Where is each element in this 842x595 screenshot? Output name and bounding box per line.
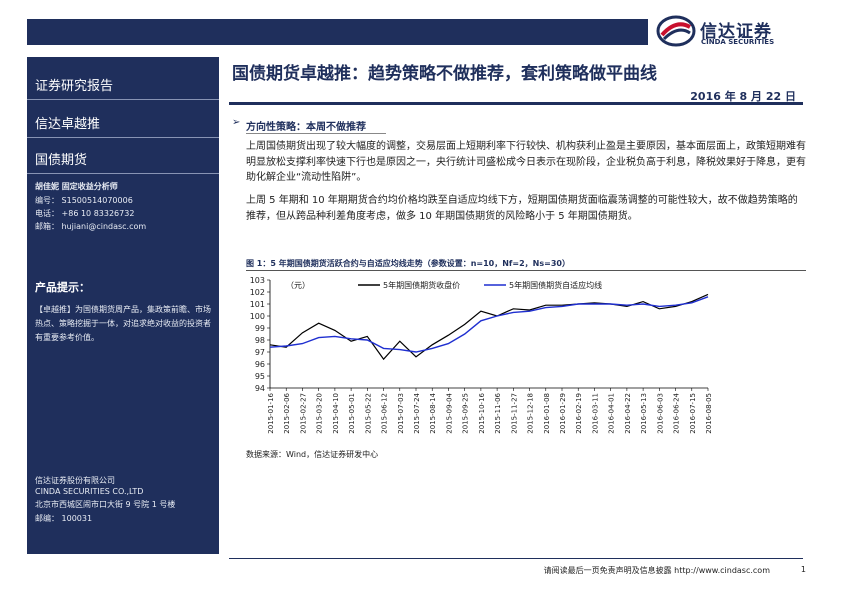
header-bar xyxy=(27,19,648,45)
x-tick-label: 2015-09-25 xyxy=(462,393,470,434)
x-tick-label: 2016-08-05 xyxy=(705,393,713,434)
x-tick-label: 2015-07-24 xyxy=(413,392,421,433)
analyst-email[interactable]: 邮箱： hujiani@cindasc.com xyxy=(35,222,147,231)
section-title: 方向性策略：本周不做推荐 xyxy=(246,122,366,133)
x-tick-label: 2016-01-29 xyxy=(559,393,567,434)
paragraph-1: 上周国债期货出现了较大幅度的调整，交易层面上短期利率下行较快、机构获利止盈是主要… xyxy=(246,141,806,183)
sidebar-divider xyxy=(27,173,219,174)
company-address: 北京市西城区闹市口大街 9 号院 1 号楼 xyxy=(35,500,176,509)
x-tick-label: 2016-04-22 xyxy=(624,393,632,434)
x-tick-label: 2015-08-14 xyxy=(429,392,437,433)
x-tick-label: 2015-11-06 xyxy=(494,392,502,433)
x-tick-label: 2016-06-24 xyxy=(673,392,681,433)
y-tick-label: 94 xyxy=(255,384,265,393)
section-underline xyxy=(246,133,386,134)
section-arrow-icon: ➢ xyxy=(232,117,241,128)
y-tick-label: 100 xyxy=(250,312,265,321)
page-number: 1 xyxy=(800,565,806,574)
y-tick-label: 96 xyxy=(255,360,265,369)
analyst-reg-no: 编号： S1500514070006 xyxy=(35,196,133,205)
sidebar-divider xyxy=(27,137,219,138)
sidebar: 证券研究报告 信达卓越推 国债期货 胡佳妮 固定收益分析师 编号： S15005… xyxy=(27,57,219,554)
analyst-name: 胡佳妮 固定收益分析师 xyxy=(35,182,118,191)
x-tick-label: 2015-12-18 xyxy=(527,393,535,434)
y-tick-label: 101 xyxy=(250,300,265,309)
x-tick-label: 2015-10-16 xyxy=(478,392,486,433)
legend-label-2: 5年期国债期货自适应均线 xyxy=(509,280,602,290)
product-tip-text: 【卓越推】为国债期货周产品，集政策前瞻、市场热点、策略挖掘于一体，对追求绝对收益… xyxy=(35,305,211,342)
x-tick-label: 2016-07-15 xyxy=(689,393,697,434)
x-tick-label: 2015-02-27 xyxy=(299,393,307,434)
company-logo: 信达证券 CINDA SECURITIES xyxy=(656,13,816,49)
y-axis-label: （元） xyxy=(286,281,310,290)
paragraph-2: 上周 5 年期和 10 年期期货合约均价格均跌至自适应均线下方，短期国债期货面临… xyxy=(246,195,798,222)
legend-label-1: 5年期国债期货收盘价 xyxy=(383,280,460,290)
x-tick-label: 2016-03-11 xyxy=(591,393,599,434)
y-tick-label: 97 xyxy=(255,348,265,357)
futures-price-chart: 94 95 96 97 98 99 100 101 102 103 （元） 2015-01-16 201… xyxy=(250,276,713,434)
title-rule xyxy=(229,102,803,105)
x-tick-label: 2016-01-08 xyxy=(543,393,551,434)
figure-rule xyxy=(246,270,806,271)
x-tick-label: 2015-07-03 xyxy=(397,393,405,434)
product-tip-title: 产品提示： xyxy=(35,281,90,294)
report-type: 证券研究报告 xyxy=(35,79,114,94)
series-line-2 xyxy=(269,296,709,353)
y-tick-label: 98 xyxy=(255,336,265,345)
company-name-cn: 信达证券股份有限公司 xyxy=(35,476,115,485)
figure-title: 图 1：5 年期国债期货活跃合约与自适应均线走势（参数设置：n=10，Nf=2，… xyxy=(246,259,570,268)
x-tick-label: 2016-02-19 xyxy=(575,393,583,434)
footer-rule xyxy=(229,558,803,559)
y-tick-label: 102 xyxy=(250,288,265,297)
y-tick-label: 99 xyxy=(255,324,265,333)
x-tick-label: 2015-04-10 xyxy=(332,393,340,434)
x-tick-label: 2016-05-13 xyxy=(640,393,648,434)
company-name-en: CINDA SECURITIES CO.,LTD xyxy=(35,487,144,496)
x-tick-label: 2015-09-04 xyxy=(445,392,453,433)
x-tick-label: 2015-01-16 xyxy=(267,392,275,433)
report-series: 信达卓越推 xyxy=(35,117,101,132)
x-tick-label: 2015-05-22 xyxy=(364,393,372,434)
y-tick-label: 103 xyxy=(250,276,265,285)
report-title: 国债期货卓越推：趋势策略不做推荐，套利策略做平曲线 xyxy=(232,64,657,84)
report-category: 国债期货 xyxy=(35,153,88,168)
cinda-logo-icon xyxy=(656,15,696,47)
x-tick-label: 2016-06-03 xyxy=(656,393,664,434)
logo-cn-text: 信达证券 xyxy=(700,22,772,42)
report-date: 2016 年 8 月 22 日 xyxy=(690,90,796,103)
x-tick-label: 2015-05-01 xyxy=(348,393,356,434)
x-tick-label: 2015-06-12 xyxy=(381,393,389,434)
y-tick-label: 95 xyxy=(255,372,265,381)
x-tick-label: 2015-03-20 xyxy=(316,393,324,434)
x-tick-label: 2015-11-27 xyxy=(510,393,518,434)
x-tick-label: 2015-02-06 xyxy=(283,392,291,433)
analyst-phone: 电话： +86 10 83326732 xyxy=(35,209,135,218)
footer-disclaimer[interactable]: 请阅读最后一页免责声明及信息披露 http://www.cindasc.com xyxy=(543,566,770,575)
logo-en-text: CINDA SECURITIES xyxy=(701,38,775,46)
figure-source: 数据来源：Wind，信达证券研发中心 xyxy=(246,450,379,459)
company-postcode: 邮编： 100031 xyxy=(35,514,93,523)
x-tick-label: 2016-04-01 xyxy=(608,393,616,434)
sidebar-divider xyxy=(27,99,219,100)
